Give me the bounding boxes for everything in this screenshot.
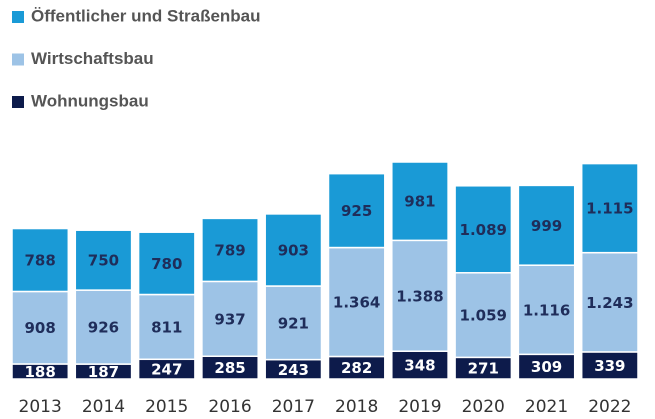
value-label: 921 bbox=[278, 314, 309, 332]
bar-segment bbox=[264, 213, 323, 287]
bar-segment bbox=[391, 350, 449, 380]
legend-label: Wohnungsbau bbox=[31, 91, 149, 110]
bar-segment bbox=[391, 239, 449, 352]
bar-segment bbox=[201, 217, 259, 283]
bar-segment bbox=[11, 290, 70, 365]
value-label: 271 bbox=[468, 360, 499, 378]
legend-label: Wirtschaftsbau bbox=[31, 49, 154, 68]
value-label: 1.115 bbox=[586, 200, 633, 218]
x-tick-label: 2022 bbox=[588, 397, 631, 417]
bar-segment bbox=[517, 184, 576, 266]
bar-segment bbox=[11, 227, 70, 293]
value-label: 999 bbox=[531, 217, 562, 235]
value-label: 309 bbox=[531, 358, 562, 376]
value-label: 811 bbox=[151, 318, 182, 336]
x-tick-label: 2021 bbox=[525, 397, 568, 417]
bar-segment bbox=[74, 229, 133, 291]
value-label: 1.364 bbox=[333, 294, 380, 312]
bar-segment bbox=[580, 351, 639, 380]
x-tick-label: 2017 bbox=[272, 397, 315, 417]
value-label: 908 bbox=[24, 319, 55, 337]
value-label: 348 bbox=[404, 357, 435, 375]
value-label: 925 bbox=[341, 202, 372, 220]
value-label: 1.059 bbox=[460, 307, 507, 325]
x-tick-label: 2014 bbox=[82, 397, 125, 417]
bar-segment bbox=[580, 251, 639, 353]
value-label: 188 bbox=[24, 363, 55, 381]
value-label: 247 bbox=[151, 361, 182, 379]
bar-segment bbox=[454, 185, 513, 274]
legend-swatch bbox=[12, 96, 24, 108]
value-label: 282 bbox=[341, 359, 372, 377]
value-label: 243 bbox=[278, 361, 309, 379]
value-label: 937 bbox=[214, 310, 245, 328]
bar-segment bbox=[391, 161, 449, 242]
legend-label: Öffentlicher und Straßenbau bbox=[31, 6, 261, 25]
value-label: 1.089 bbox=[460, 221, 507, 239]
legend-swatch bbox=[12, 53, 24, 66]
value-label: 780 bbox=[151, 255, 182, 273]
bar-segment bbox=[264, 285, 323, 361]
bar-segment bbox=[74, 289, 133, 365]
bar-segment bbox=[580, 162, 639, 254]
value-label: 1.116 bbox=[523, 301, 570, 319]
bar-segment bbox=[454, 272, 513, 359]
value-label: 903 bbox=[278, 241, 309, 259]
legend-swatch bbox=[12, 11, 24, 23]
bar-segment bbox=[201, 280, 259, 357]
x-tick-label: 2013 bbox=[19, 397, 62, 417]
value-label: 285 bbox=[214, 359, 245, 377]
x-tick-label: 2020 bbox=[462, 397, 505, 417]
value-label: 1.243 bbox=[586, 294, 633, 312]
bar-segment bbox=[327, 246, 386, 358]
bar-segment bbox=[517, 353, 576, 380]
value-label: 926 bbox=[88, 319, 119, 337]
bar-segment bbox=[137, 231, 196, 296]
x-tick-label: 2018 bbox=[335, 397, 378, 417]
value-label: 750 bbox=[88, 252, 119, 270]
x-tick-label: 2015 bbox=[145, 397, 188, 417]
value-label: 981 bbox=[404, 193, 435, 211]
value-label: 339 bbox=[594, 357, 625, 375]
bar-segment bbox=[327, 172, 386, 249]
x-tick-label: 2016 bbox=[208, 397, 251, 417]
value-label: 1.388 bbox=[396, 287, 443, 305]
value-label: 187 bbox=[88, 363, 119, 381]
value-label: 789 bbox=[214, 241, 245, 259]
value-label: 788 bbox=[24, 251, 55, 269]
x-tick-label: 2019 bbox=[398, 397, 441, 417]
